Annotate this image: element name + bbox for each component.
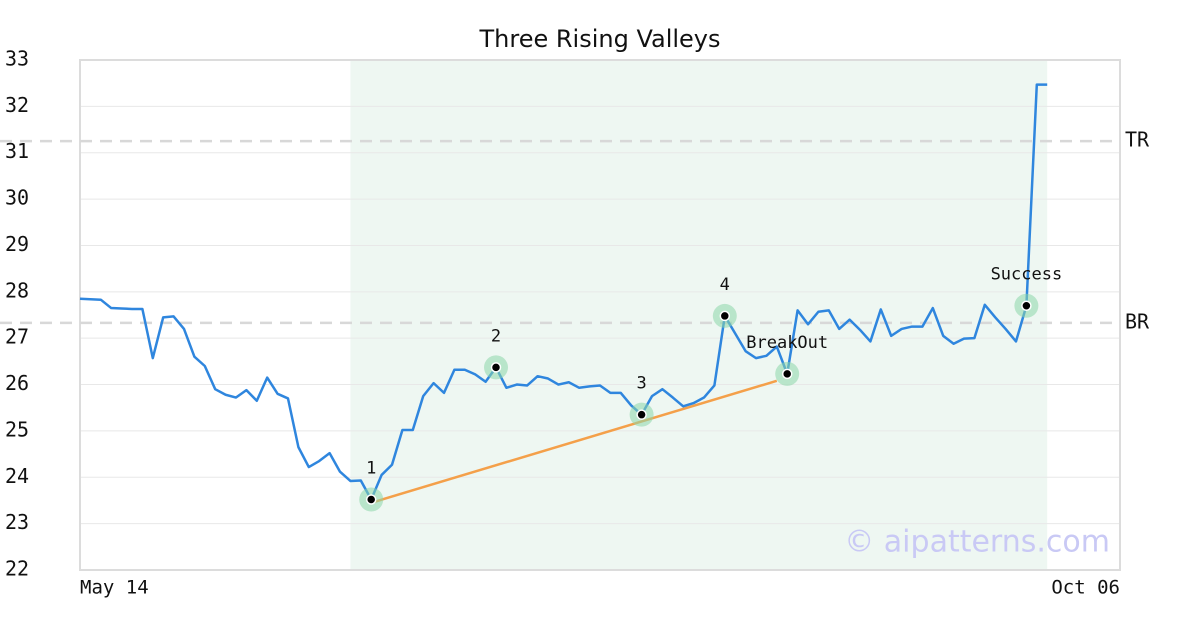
y-tick-label: 26 bbox=[5, 371, 29, 395]
reference-label: TR bbox=[1125, 128, 1150, 152]
highlight-region bbox=[350, 60, 1048, 570]
watermark: © aipatterns.com bbox=[844, 525, 1110, 560]
y-tick-label: 30 bbox=[5, 186, 29, 210]
point-dot bbox=[365, 494, 377, 505]
y-tick-label: 25 bbox=[5, 417, 29, 441]
point-dot bbox=[781, 368, 793, 380]
point-dot bbox=[636, 409, 647, 420]
point-label: 1 bbox=[366, 459, 376, 479]
y-tick-label: 29 bbox=[5, 232, 29, 256]
y-tick-label: 27 bbox=[5, 325, 29, 349]
y-tick-label: 23 bbox=[5, 510, 29, 534]
trend-line bbox=[370, 379, 778, 504]
price-line bbox=[79, 83, 1048, 501]
y-tick-label: 24 bbox=[5, 464, 29, 488]
point-label: Success bbox=[991, 265, 1063, 285]
y-tick-label: 28 bbox=[5, 278, 29, 302]
y-tick-label: 33 bbox=[5, 47, 29, 71]
chart-title: Three Rising Valleys bbox=[478, 25, 720, 53]
x-tick-label: Oct 06 bbox=[1051, 577, 1120, 599]
x-tick-label: May 14 bbox=[80, 577, 149, 599]
point-dot bbox=[1021, 300, 1032, 311]
reference-label: BR bbox=[1125, 309, 1150, 333]
point-label: 4 bbox=[720, 275, 730, 295]
plot-frame bbox=[79, 59, 1121, 571]
point-dot bbox=[719, 310, 731, 322]
point-dot bbox=[490, 362, 502, 373]
y-tick-label: 22 bbox=[5, 557, 29, 581]
point-label: 2 bbox=[491, 326, 501, 346]
point-label: BreakOut bbox=[746, 333, 828, 353]
y-tick-label: 32 bbox=[5, 93, 29, 117]
y-tick-label: 31 bbox=[5, 139, 29, 163]
point-label: 3 bbox=[636, 374, 646, 394]
